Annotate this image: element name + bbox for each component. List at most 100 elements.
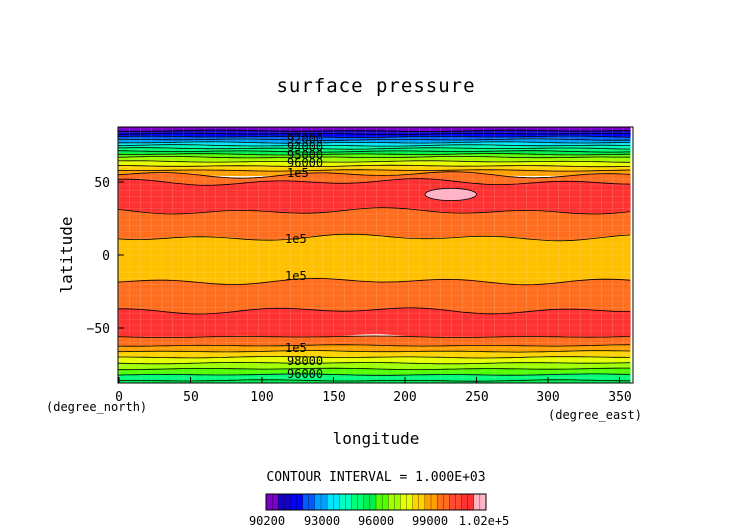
x-tick-label: 0 (115, 390, 123, 405)
colorbar-cell (345, 493, 353, 511)
colorbar-tick-label: 99000 (412, 514, 448, 528)
colorbar-cell (339, 493, 346, 511)
contour-label: 95000 (287, 148, 323, 162)
contour-label: 1e5 (285, 341, 307, 355)
colorbar-cell (284, 493, 291, 511)
colorbar-cell (302, 493, 310, 511)
contour-line (118, 307, 631, 315)
colorbar-cell (351, 493, 359, 511)
colorbar-cell (271, 493, 279, 511)
plot-area (118, 127, 633, 383)
colorbar-tick-label: 93000 (304, 514, 340, 528)
contour-line (118, 277, 631, 286)
colorbar-cell (406, 493, 414, 511)
colorbar-cell (381, 493, 389, 511)
colorbar-cell (265, 493, 273, 511)
contour-line (118, 153, 631, 156)
y-unit-label: (degree_north) (46, 400, 147, 414)
colorbar-cell (436, 493, 444, 511)
x-tick-label: 350 (608, 390, 631, 405)
contour-line (118, 132, 631, 136)
contour-interval-text: CONTOUR INTERVAL = 1.000E+03 (266, 470, 485, 485)
contour-label: 1e5 (287, 166, 309, 180)
contour-line (118, 155, 631, 159)
contour-line (118, 129, 631, 133)
colorbar-cell (296, 493, 304, 511)
colorbar-cell (449, 493, 456, 511)
x-axis-label: longitude (333, 429, 420, 448)
colorbar-cell (314, 493, 322, 511)
pressure-band (118, 277, 631, 315)
colorbar-cell (424, 493, 432, 511)
contour-line (118, 141, 630, 144)
contour-line (118, 207, 631, 215)
colorbar-cell (357, 493, 365, 511)
contour-label: 1e5 (285, 269, 307, 283)
colorbar-cell (473, 493, 481, 511)
grid-lines (118, 127, 633, 383)
x-tick-label: 50 (183, 390, 199, 405)
colorbar-cell (369, 493, 377, 511)
contour-label: 98000 (287, 354, 323, 368)
contour-line (118, 379, 630, 382)
y-tick-label: 50 (94, 176, 110, 191)
contour-line (118, 135, 631, 138)
x-tick-label: 100 (250, 390, 273, 405)
contour-line (118, 344, 631, 347)
colorbar-cell (443, 493, 450, 511)
contour-line (118, 150, 631, 153)
pressure-bands (118, 127, 631, 383)
colorbar-cell (479, 493, 487, 511)
y-axis-label: latitude (57, 216, 76, 293)
colorbar-tick-label: 96000 (358, 514, 394, 528)
chart-title: surface pressure (276, 75, 475, 97)
contour-line (118, 373, 631, 376)
colorbar-cell (308, 493, 316, 511)
contour-label: 1e5 (285, 232, 307, 246)
contour-line (118, 144, 631, 147)
x-tick-labels: 0 50 100 150 200 250 300 350 (115, 390, 632, 405)
contour-label: 92000 (287, 132, 323, 146)
colorbar-cell (467, 493, 475, 511)
x-tick-label: 250 (465, 390, 488, 405)
contour-line (118, 164, 631, 168)
colorbar-cell (290, 493, 298, 511)
colorbar-cell (461, 493, 469, 511)
contour-line (118, 356, 631, 359)
contour-line (118, 171, 631, 179)
x-unit-label: (degree_east) (548, 408, 642, 422)
contour-line (118, 147, 631, 150)
colorbar-cell (363, 493, 371, 511)
contour-lines (118, 127, 631, 382)
colorbar-cell (394, 493, 401, 511)
contour-line (118, 335, 631, 338)
contour-line (118, 361, 631, 365)
colorbar-cell (455, 493, 463, 511)
colorbar-cell (375, 493, 383, 511)
colorbar-cell (412, 493, 420, 511)
contour-line (118, 138, 630, 141)
pressure-band (118, 233, 631, 286)
contour-label: 94000 (287, 140, 323, 154)
contour-line (118, 367, 630, 371)
colorbar-cell (320, 493, 328, 511)
colorbar-tick-label: 90200 (249, 514, 285, 528)
contour-line (118, 178, 631, 186)
colorbar-frame (265, 493, 487, 511)
y-tick-label: −50 (87, 322, 110, 337)
x-tick-label: 200 (393, 390, 416, 405)
x-axis (118, 377, 620, 383)
contour-label: 96000 (287, 156, 323, 170)
colorbar-cell (333, 493, 340, 511)
colorbar-cell (326, 493, 334, 511)
contour-labels: 92000 94000 95000 96000 1e5 1e5 1e5 1e5 … (285, 132, 323, 381)
colorbar-cell (400, 493, 408, 511)
colorbar-cell (278, 493, 285, 511)
colorbar-cell (418, 493, 426, 511)
contour-line (118, 169, 631, 172)
contour-line (118, 350, 631, 353)
contour-line (118, 233, 631, 242)
colorbar-tick-label: 1.02e+5 (459, 514, 510, 528)
contour-line (118, 160, 631, 163)
